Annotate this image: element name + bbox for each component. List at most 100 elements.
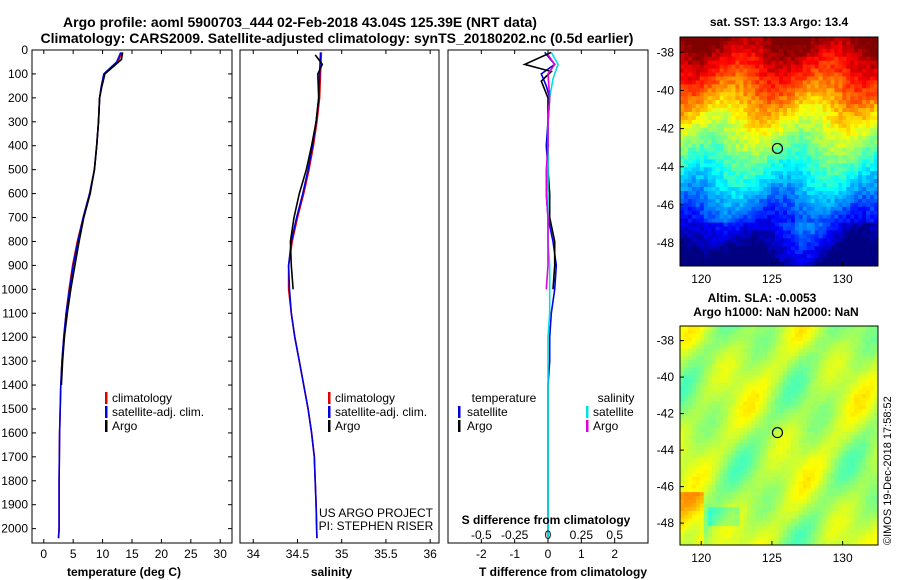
heatmap-cell [786, 163, 792, 168]
heatmap-cell [874, 401, 879, 406]
heatmap-cell [751, 96, 756, 101]
heatmap-cell [790, 143, 796, 148]
heatmap-cell [727, 359, 732, 365]
heatmap-cell [755, 386, 760, 391]
heatmap-cell [790, 171, 796, 176]
heatmap-cell [775, 461, 780, 467]
heatmap-cell [707, 198, 713, 204]
heatmap-cell [719, 427, 724, 433]
heatmap-cell [838, 210, 843, 216]
heatmap-cell [755, 375, 760, 380]
heatmap-cell [723, 147, 728, 152]
heatmap-cell [767, 412, 772, 418]
heatmap-cell [846, 84, 851, 89]
heatmap-cell [858, 405, 863, 410]
heatmap-cell [802, 420, 808, 425]
heatmap-cell [687, 127, 693, 133]
heatmap-cell [775, 386, 780, 391]
heatmap-cell [747, 465, 752, 470]
heatmap-cell [838, 96, 843, 101]
heatmap-cell [810, 375, 816, 380]
heatmap-cell [846, 56, 851, 62]
heatmap-cell [818, 326, 823, 331]
heatmap-cell [794, 214, 800, 220]
heatmap-cell [707, 127, 713, 133]
heatmap-cell [687, 60, 693, 66]
heatmap-cell [731, 390, 736, 395]
heatmap-cell [695, 250, 701, 255]
heatmap-cell [802, 431, 808, 436]
heatmap-cell [739, 52, 744, 58]
heatmap-cell [850, 131, 855, 137]
heatmap-cell [680, 179, 685, 184]
heatmap-cell [846, 465, 851, 470]
heatmap-cell [810, 405, 816, 410]
heatmap-cell [866, 88, 871, 93]
heatmap-cell [858, 163, 863, 168]
heatmap-cell [818, 371, 823, 376]
heatmap-cell [687, 329, 693, 334]
heatmap-cell [703, 238, 709, 243]
heatmap-cell [870, 246, 875, 251]
heatmap-cell [870, 443, 875, 448]
heatmap-cell [810, 258, 816, 263]
heatmap-cell [798, 56, 804, 62]
heatmap-cell [743, 337, 748, 342]
heatmap-cell [711, 262, 717, 267]
heatmap-cell [779, 262, 784, 267]
heatmap-cell [723, 371, 728, 376]
heatmap-cell [870, 131, 875, 137]
heatmap-cell [727, 222, 732, 227]
heatmap-cell [771, 135, 776, 141]
heatmap-cell [826, 187, 831, 192]
heatmap-cell [779, 393, 784, 399]
heatmap-cell [818, 446, 823, 452]
heatmap-cell [834, 88, 839, 93]
heatmap-cell [779, 159, 784, 164]
heatmap-cell [747, 431, 752, 436]
heatmap-cell [759, 416, 764, 421]
heatmap-cell [874, 56, 879, 62]
heatmap-cell [699, 344, 705, 350]
heatmap-cell [683, 119, 689, 125]
heatmap-cell [810, 163, 816, 168]
heatmap-cell [779, 100, 784, 105]
heatmap-cell [834, 371, 839, 376]
heatmap-cell [703, 183, 709, 188]
heatmap-cell [826, 108, 831, 113]
heatmap-cell [814, 431, 819, 436]
heatmap-cell [798, 382, 804, 387]
heatmap-cell [818, 202, 823, 208]
heatmap-cell [830, 115, 835, 121]
heatmap-cell [818, 226, 823, 231]
heatmap-cell [703, 163, 709, 168]
annotation-pi: PI: STEPHEN RISER [319, 519, 434, 533]
heatmap-cell [862, 131, 867, 137]
heatmap-cell [842, 147, 847, 152]
heatmap-cell [683, 234, 689, 239]
heatmap-cell [739, 337, 744, 342]
heatmap-cell [834, 37, 839, 42]
heatmap-cell [798, 258, 804, 263]
heatmap-cell [755, 44, 760, 50]
heatmap-cell [822, 424, 827, 429]
heatmap-cell [755, 210, 760, 216]
legend-group-temperature: temperature [472, 391, 537, 405]
heatmap-cell [790, 175, 796, 180]
heatmap-cell [806, 92, 812, 97]
heatmap-cell [790, 147, 796, 152]
heatmap-cell [775, 397, 780, 402]
heatmap-cell [735, 115, 740, 121]
legend-entry: Argo [112, 419, 138, 433]
heatmap-cell [755, 435, 760, 440]
heatmap-cell [826, 80, 831, 85]
heatmap-cell [862, 190, 867, 196]
heatmap-cell [858, 44, 863, 50]
heatmap-cell [771, 175, 776, 180]
heatmap-cell [680, 135, 685, 141]
heatmap-cell [782, 127, 788, 133]
heatmap-cell [680, 378, 685, 384]
heatmap-cell [715, 214, 720, 220]
heatmap-cell [703, 230, 709, 235]
heatmap-cell [838, 390, 843, 395]
